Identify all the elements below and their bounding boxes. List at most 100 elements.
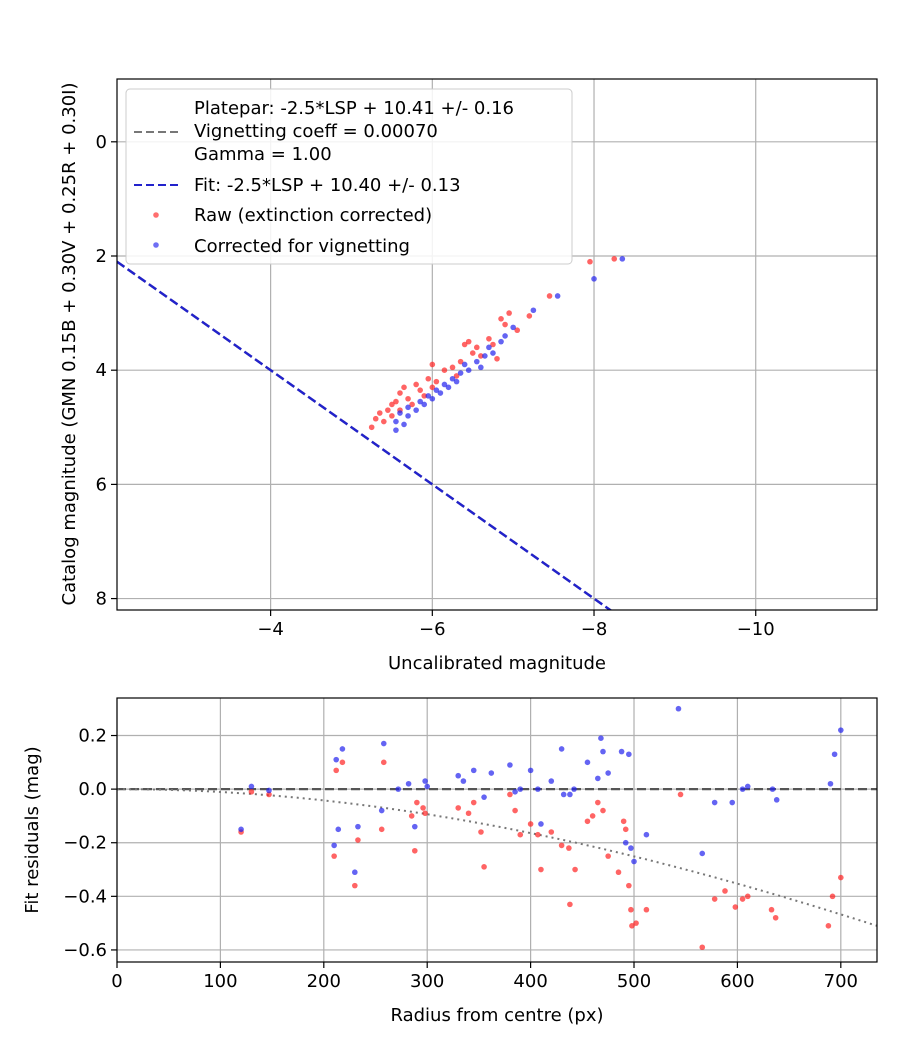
- bottom-raw-point: [615, 869, 622, 876]
- bottom-corrected-point: [558, 746, 565, 752]
- top-raw-point: [486, 335, 492, 342]
- top-corrected-point: [457, 370, 464, 376]
- top-corrected-point: [429, 395, 436, 402]
- bottom-raw-point: [572, 866, 578, 873]
- top-raw-point: [368, 424, 375, 431]
- top-corrected-point: [502, 333, 508, 339]
- bottom-corrected-point: [618, 748, 625, 755]
- bottom-corrected-point: [455, 772, 462, 779]
- bottom-raw-point: [595, 799, 601, 806]
- top-raw-point: [429, 361, 436, 368]
- legend-raw-marker: [153, 212, 159, 218]
- top-corrected-point: [465, 367, 472, 373]
- y-tick-label: −0.6: [63, 940, 107, 961]
- x-tick-label: −4: [257, 619, 284, 640]
- bottom-raw-point: [408, 813, 415, 819]
- bottom-raw-point: [331, 853, 337, 859]
- top-corrected-point: [445, 384, 452, 391]
- bottom-raw-point: [266, 791, 272, 798]
- bottom-raw-point: [722, 888, 728, 894]
- top-corrected-point: [473, 358, 480, 365]
- top-raw-point: [389, 413, 395, 419]
- bottom-raw-point: [378, 826, 385, 833]
- bottom-raw-point: [732, 904, 739, 910]
- top-corrected-point: [461, 361, 468, 368]
- top-y-ticks: 0 2 4 6 8: [96, 132, 117, 610]
- bottom-raw-point: [352, 882, 358, 889]
- bottom-scatter-points: [238, 705, 844, 951]
- top-raw-point: [405, 395, 411, 402]
- bottom-corrected-point: [773, 797, 780, 803]
- legend-platepar-line2: Vignetting coeff = 0.00070: [194, 121, 438, 142]
- bottom-corrected-point: [595, 775, 601, 782]
- top-raw-point: [502, 321, 508, 328]
- top-raw-point: [506, 310, 512, 316]
- bottom-corrected-point: [744, 783, 751, 790]
- calibration-plot: −4 −6 −8 −10 0 2 4 6 8 Uncalibrated magnitude C…: [59, 78, 878, 674]
- top-raw-point: [473, 344, 480, 351]
- bottom-corrected-point: [512, 789, 518, 795]
- top-corrected-point: [405, 404, 411, 411]
- bottom-raw-point: [768, 906, 775, 913]
- bottom-corrected-point: [352, 869, 358, 876]
- bottom-raw-point: [629, 923, 635, 929]
- top-raw-point: [381, 418, 387, 425]
- y-tick-label: 6: [96, 474, 107, 495]
- bottom-corrected-point: [238, 826, 244, 833]
- bottom-axes-frame: [116, 697, 878, 963]
- bottom-corrected-point: [560, 791, 567, 798]
- top-corrected-point: [425, 393, 432, 399]
- top-corrected-point: [486, 344, 492, 351]
- bottom-corrected-point: [248, 783, 255, 790]
- bottom-corrected-point: [711, 799, 718, 806]
- top-raw-point: [425, 375, 432, 382]
- top-raw-point: [372, 415, 379, 422]
- top-raw-point: [417, 387, 423, 393]
- top-corrected-point: [490, 350, 496, 356]
- top-corrected-point: [401, 421, 407, 428]
- bottom-corrected-point: [507, 762, 513, 768]
- bottom-raw-point: [622, 826, 629, 833]
- bottom-raw-point: [589, 813, 596, 819]
- bottom-raw-point: [248, 789, 255, 795]
- bottom-raw-point: [538, 866, 544, 873]
- y-tick-label: 0.2: [78, 726, 107, 747]
- bottom-raw-point: [628, 906, 634, 913]
- bottom-corrected-point: [422, 778, 428, 784]
- bottom-raw-point: [838, 874, 844, 881]
- top-scatter-points: [368, 256, 626, 433]
- top-axes-frame: [116, 78, 878, 611]
- x-tick-label: 300: [410, 971, 444, 992]
- bottom-raw-point: [355, 837, 361, 843]
- top-raw-point: [397, 390, 403, 396]
- bottom-corrected-point: [378, 807, 385, 814]
- bottom-raw-point: [711, 896, 718, 902]
- x-tick-label: 200: [307, 971, 341, 992]
- bottom-corrected-point: [831, 751, 838, 758]
- top-raw-point: [461, 341, 468, 348]
- top-raw-point: [465, 338, 472, 345]
- bottom-raw-point: [517, 831, 524, 838]
- bottom-corrected-point: [626, 751, 632, 758]
- bottom-raw-point: [414, 799, 420, 806]
- top-raw-point: [494, 355, 500, 362]
- legend-raw-label: Raw (extinction corrected): [194, 205, 432, 226]
- x-tick-label: −8: [581, 619, 608, 640]
- top-raw-point: [457, 358, 464, 365]
- bottom-raw-point: [478, 829, 484, 835]
- vignetting-curve: [117, 788, 877, 927]
- top-corrected-point: [397, 410, 403, 416]
- bottom-raw-point: [548, 829, 555, 835]
- bottom-raw-point: [699, 944, 706, 951]
- y-tick-label: 2: [96, 246, 107, 267]
- top-raw-point: [421, 393, 428, 399]
- top-corrected-point: [510, 324, 516, 331]
- top-raw-point: [389, 401, 395, 408]
- bottom-corrected-point: [380, 740, 387, 747]
- x-tick-label: 600: [720, 971, 754, 992]
- top-raw-point: [526, 313, 533, 319]
- bottom-raw-point: [411, 847, 418, 854]
- top-raw-point: [611, 256, 618, 262]
- bottom-corrected-point: [567, 791, 573, 798]
